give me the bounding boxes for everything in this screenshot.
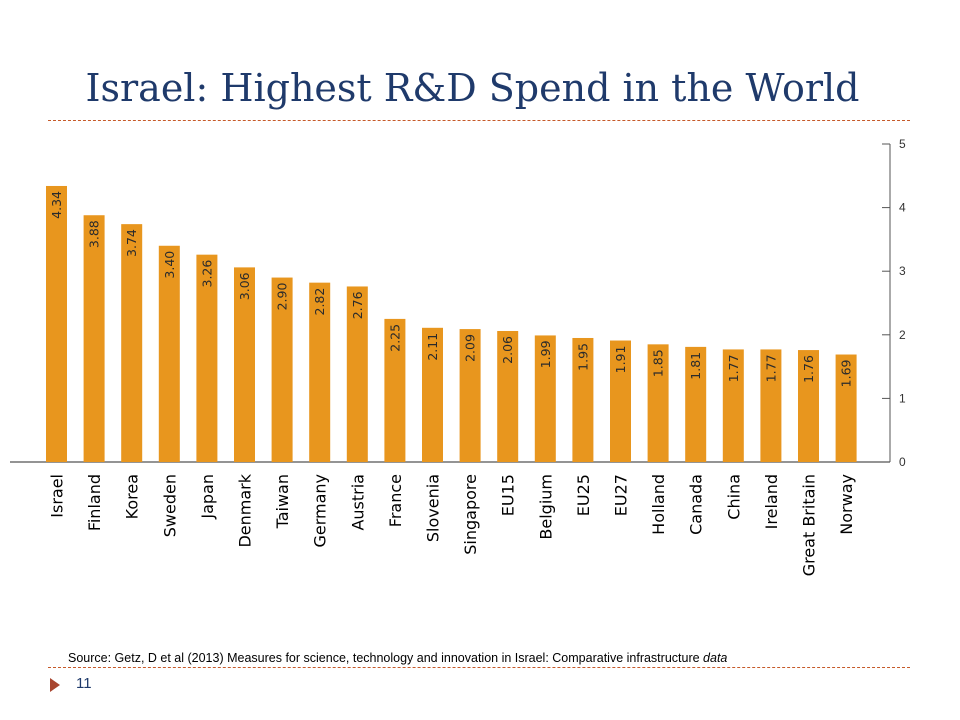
- bar: [647, 344, 669, 462]
- bar: [722, 349, 744, 462]
- category-label: Japan: [198, 474, 217, 520]
- y-tick-label: 5: [899, 137, 906, 151]
- bar: [309, 282, 331, 462]
- bar-value-label: 2.82: [312, 288, 327, 316]
- bar-value-label: 1.85: [651, 349, 666, 377]
- bar: [83, 215, 105, 462]
- bar: [534, 335, 556, 462]
- category-label: Sweden: [160, 474, 179, 537]
- bar: [158, 245, 180, 462]
- bar: [346, 286, 368, 462]
- category-label: China: [724, 474, 743, 520]
- bar: [572, 337, 594, 462]
- category-label: Finland: [85, 474, 104, 531]
- bar-value-label: 2.11: [425, 333, 440, 361]
- category-label: Denmark: [236, 473, 255, 547]
- category-label: EU27: [612, 474, 631, 516]
- source-italic-text: data: [703, 651, 728, 665]
- bar: [685, 346, 707, 462]
- bar: [121, 224, 143, 462]
- source-text: Source: Getz, D et al (2013) Measures fo…: [68, 651, 704, 665]
- bar-value-label: 1.77: [726, 354, 741, 382]
- bar-value-label: 2.90: [275, 283, 290, 311]
- category-label: EU25: [574, 474, 593, 516]
- bar-value-label: 3.26: [199, 260, 214, 288]
- bar: [234, 267, 255, 462]
- category-label: Singapore: [461, 474, 480, 555]
- category-label: EU15: [499, 474, 518, 516]
- category-label: Slovenia: [424, 474, 443, 542]
- bar: [459, 329, 481, 462]
- slide-title: Israel: Highest R&D Spend in the World: [85, 66, 860, 110]
- category-label: Norway: [837, 474, 856, 535]
- category-label: Great Britain: [800, 474, 819, 576]
- bar-value-label: 1.91: [613, 346, 628, 374]
- footer-divider: [48, 667, 910, 668]
- bar: [422, 327, 443, 462]
- bar-value-label: 1.81: [688, 352, 703, 380]
- category-label: Israel: [48, 474, 67, 518]
- bar-value-label: 2.76: [350, 291, 365, 319]
- y-tick-label: 4: [899, 201, 906, 215]
- category-label: Belgium: [536, 474, 555, 540]
- bar: [271, 277, 293, 462]
- bar: [384, 318, 406, 462]
- y-tick-label: 0: [899, 455, 906, 469]
- category-label: Holland: [649, 474, 668, 535]
- category-label: Korea: [123, 474, 142, 519]
- bar-value-label: 3.06: [237, 272, 252, 300]
- y-tick-label: 1: [899, 391, 906, 405]
- page-number: 11: [76, 675, 92, 692]
- bar-value-label: 1.76: [801, 355, 816, 383]
- bar: [798, 350, 819, 462]
- source-citation: Source: Getz, D et al (2013) Measures fo…: [68, 651, 918, 665]
- y-tick-label: 2: [899, 328, 906, 342]
- bar-value-label: 2.06: [500, 336, 515, 364]
- category-label: Germany: [311, 474, 330, 548]
- category-label: Austria: [348, 474, 367, 531]
- bar-value-label: 3.74: [124, 229, 139, 257]
- bar-value-label: 3.88: [87, 220, 102, 248]
- bar: [497, 330, 519, 462]
- bar-value-label: 2.25: [387, 324, 402, 352]
- slide-marker-icon: [50, 678, 60, 692]
- bar: [610, 340, 631, 462]
- bar-value-label: 1.95: [575, 343, 590, 371]
- y-tick-label: 3: [899, 264, 906, 278]
- category-label: Ireland: [762, 474, 781, 529]
- bar-value-label: 1.69: [839, 359, 854, 387]
- bar: [760, 349, 782, 462]
- category-label: Taiwan: [273, 474, 292, 529]
- bar-value-label: 1.99: [538, 340, 553, 368]
- title-divider: [48, 120, 910, 121]
- bar: [46, 185, 67, 462]
- bar-value-label: 3.40: [162, 251, 177, 279]
- bar-value-label: 4.34: [49, 191, 64, 219]
- bar-value-label: 2.09: [463, 334, 478, 362]
- bar: [835, 354, 857, 462]
- bar: [196, 254, 218, 462]
- category-label: France: [386, 474, 405, 527]
- bar-value-label: 1.77: [763, 354, 778, 382]
- category-label: Canada: [687, 474, 706, 535]
